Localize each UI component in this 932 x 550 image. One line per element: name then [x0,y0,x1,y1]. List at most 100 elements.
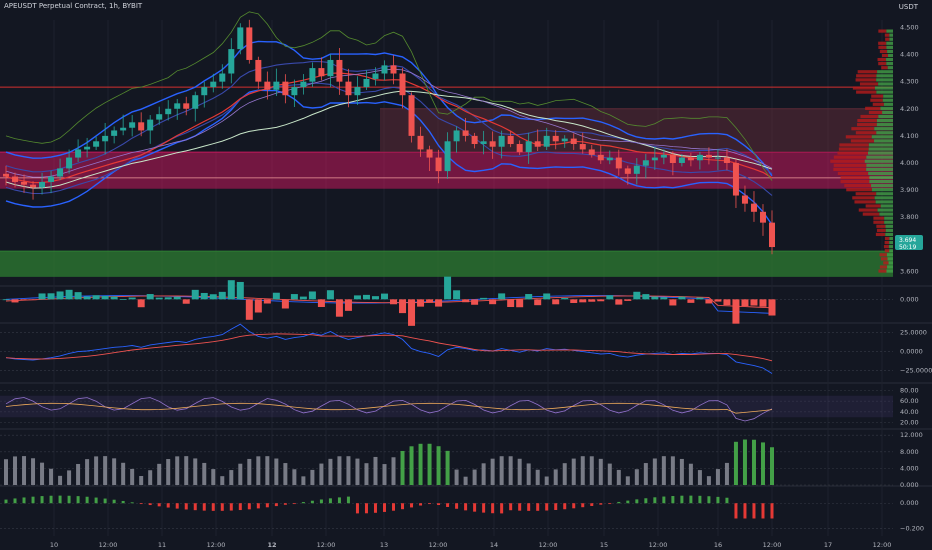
candle-body [481,141,487,144]
delta-bar [86,497,89,504]
macd-bar [228,280,235,299]
profile-bar-buy [884,217,893,220]
profile-bar-buy [876,78,893,81]
volume-bar [581,456,585,485]
profile-bar-buy [886,42,893,45]
macd-bar [309,291,316,299]
candle-body [517,144,523,152]
delta-bar [545,503,548,510]
volume-bar [121,463,125,485]
profile-bar-buy [869,143,893,146]
delta-bar [536,503,539,511]
profile-bar-buy [889,245,893,248]
macd-bar [372,296,379,299]
profile-bar-sell [856,78,877,81]
macd-bar [570,299,577,303]
delta-bar [428,503,431,504]
price-axis-label: 4.000 [900,159,919,167]
profile-bar-buy [866,156,893,159]
macd-bar [192,290,199,299]
macd-bar [255,299,262,312]
volume-bar [482,463,486,485]
candle-body [436,158,442,172]
candle-body [255,60,261,82]
profile-bar-sell [844,184,871,187]
volume-bar [662,456,666,485]
profile-bar-sell [846,135,872,138]
candle-body [562,139,568,142]
volume-bar [698,470,702,485]
profile-bar-sell [858,70,877,73]
volume-bar [211,469,215,485]
candle-body [354,87,360,95]
volume-bar [635,469,639,485]
profile-bar-buy [889,38,893,41]
macd-bar [237,282,244,299]
delta-bar [644,498,647,503]
candle-body [345,82,351,96]
x-tick-label: 12:00 [539,541,558,549]
macd-bar [66,290,73,300]
delta-bar [68,496,71,503]
macd-bar [678,297,685,300]
profile-bar-buy [876,131,893,134]
x-tick-label: 12:00 [317,541,336,549]
candle-body [490,141,496,146]
macd-bar [651,297,658,300]
candle-body [282,82,288,96]
macd-bar [111,297,118,300]
volume-bar [283,463,287,485]
macd-bar [606,295,613,299]
delta-bar [482,503,485,512]
profile-bar-buy [886,46,893,49]
macd-bar [426,299,433,302]
candle-body [363,79,369,87]
delta-bar [266,503,269,507]
macd-bar [3,299,10,300]
delta-bar [248,503,251,509]
macd-bar [741,299,748,306]
macd-bar [246,299,253,319]
delta-bar [527,503,530,511]
delta-bar [50,496,53,504]
volume-bar [491,459,495,485]
candle-body [733,163,739,196]
volume-bar [563,463,567,485]
delta-bar [383,503,386,512]
volume-bar [130,469,134,485]
volume-bar [599,459,603,485]
volume-bar [734,442,738,485]
price-axis-label: 4.400 [900,51,919,59]
x-tick-label: 12:00 [207,541,226,549]
macd-bar [219,292,226,299]
delta-bar [149,503,152,505]
macd-bar [264,299,271,303]
volume-bar [175,456,179,485]
volume-bar [58,476,62,485]
osc-line [6,324,772,373]
profile-bar-sell [878,29,886,32]
delta-bar [680,496,683,504]
candle-body [427,149,433,157]
profile-bar-sell [870,99,882,102]
profile-bar-sell [853,86,875,89]
macd-bar [75,292,82,299]
candle-body [237,27,243,49]
volume-bar [166,459,170,485]
delta-bar [608,503,611,504]
delta-bar [5,500,8,504]
profile-bar-buy [878,208,893,211]
macd-bar [516,299,523,307]
profile-bar-sell [884,245,889,248]
macd-bar [183,299,190,303]
background-layer [0,20,932,536]
macd-bar [84,296,91,299]
delta-bar [554,503,557,510]
volume-bar [85,459,89,485]
profile-bar-buy [878,115,893,118]
volume-bar [446,451,450,485]
profile-bar-sell [880,253,887,256]
delta-bar [572,503,575,508]
x-tick-label: 11 [158,541,166,549]
